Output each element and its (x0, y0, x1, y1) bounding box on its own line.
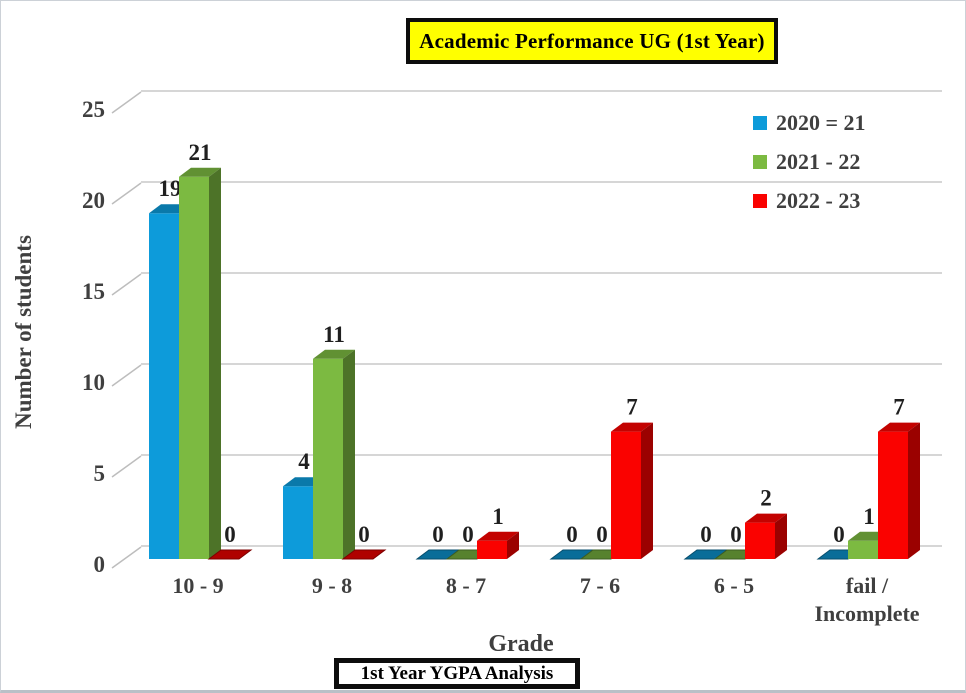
footer-caption-box: 1st Year YGPA Analysis (334, 658, 580, 689)
bar-side-s1-c0 (209, 167, 221, 560)
data-label-s1-c0: 21 (189, 140, 212, 165)
bar-front-s1-c0 (179, 176, 209, 560)
data-label-s1-c2: 0 (462, 522, 474, 547)
data-label-s2-c0: 0 (224, 522, 236, 547)
bar-front-s0-c1 (283, 486, 313, 559)
depth-tick-10 (111, 364, 142, 387)
bar-front-s2-c3 (611, 431, 641, 559)
data-label-s0-c4: 0 (700, 522, 712, 547)
data-label-s0-c5: 0 (833, 522, 845, 547)
depth-tick-15 (111, 273, 142, 296)
x-category-label-4: 6 - 5 (714, 573, 754, 598)
bar-side-s2-c4 (775, 513, 787, 559)
depth-tick-5 (111, 455, 142, 478)
bar-front-s2-c4 (745, 522, 775, 559)
y-tick-label-25: 25 (82, 97, 105, 122)
data-label-s2-c2: 1 (492, 504, 504, 529)
bar-side-s1-c1 (343, 349, 355, 559)
y-tick-label-10: 10 (82, 370, 105, 395)
x-category-label-3: 7 - 6 (580, 573, 620, 598)
bar-flat-s2-c0 (207, 549, 253, 560)
bar-side-s2-c5 (908, 422, 920, 559)
legend-item-2: 2022 - 23 (753, 181, 866, 220)
x-category-label-1: 9 - 8 (312, 573, 352, 598)
bar-front-s1-c1 (313, 358, 343, 559)
depth-tick-20 (111, 182, 142, 205)
data-label-s1-c1: 11 (323, 322, 345, 347)
bar-top-s2-c4 (745, 513, 787, 523)
data-label-s2-c1: 0 (358, 522, 370, 547)
bar-front-s2-c5 (878, 431, 908, 559)
bar-top-s1-c0 (179, 167, 221, 177)
bar-side-s2-c2 (507, 531, 519, 559)
y-tick-label-0: 0 (94, 552, 106, 577)
footer-caption: 1st Year YGPA Analysis (360, 662, 554, 684)
legend-label: 2021 - 22 (776, 148, 861, 174)
data-label-s2-c4: 2 (760, 486, 772, 511)
x-category-label-2: 8 - 7 (446, 573, 486, 598)
bar-top-s1-c1 (313, 349, 355, 359)
data-label-s2-c5: 7 (893, 395, 905, 420)
legend-swatch (753, 154, 767, 169)
bar-flat-s2-c1 (341, 549, 387, 560)
bar-top-s2-c2 (477, 531, 519, 541)
y-tick-label-15: 15 (82, 279, 105, 304)
data-label-s2-c3: 7 (626, 395, 638, 420)
data-label-s0-c3: 0 (566, 522, 578, 547)
data-label-s0-c0: 19 (159, 176, 182, 201)
x-category-label-5: fail / Incomplete (814, 573, 919, 626)
legend-swatch (753, 193, 767, 208)
chart-title-box: Academic Performance UG (1st Year) (406, 18, 778, 64)
y-tick-label-20: 20 (82, 188, 105, 213)
legend-item-1: 2021 - 22 (753, 142, 866, 181)
data-label-s1-c3: 0 (596, 522, 608, 547)
legend-item-0: 2020 = 21 (753, 103, 866, 142)
legend: 2020 = 21 2021 - 22 2022 - 23 (753, 103, 866, 220)
bar-front-s2-c2 (477, 540, 507, 559)
y-tick-label-5: 5 (94, 461, 106, 486)
bar-side-s2-c3 (641, 422, 653, 559)
data-label-s1-c4: 0 (730, 522, 742, 547)
y-axis-title: Number of students (11, 235, 36, 429)
bar-top-s2-c5 (878, 422, 920, 432)
chart-title: Academic Performance UG (1st Year) (419, 28, 765, 53)
bar-top-s2-c3 (611, 422, 653, 432)
x-axis-title: Grade (488, 631, 554, 657)
bar-front-s1-c5 (848, 540, 878, 559)
data-label-s0-c1: 4 (298, 449, 310, 474)
data-label-s1-c5: 1 (863, 504, 875, 529)
legend-label: 2020 = 21 (776, 109, 866, 135)
depth-tick-0 (111, 546, 142, 569)
x-category-label-0: 10 - 9 (172, 573, 223, 598)
legend-label: 2022 - 23 (776, 187, 861, 213)
bar-front-s0-c0 (149, 213, 179, 559)
data-label-s0-c2: 0 (432, 522, 444, 547)
legend-swatch (753, 115, 767, 130)
depth-tick-25 (111, 91, 142, 114)
